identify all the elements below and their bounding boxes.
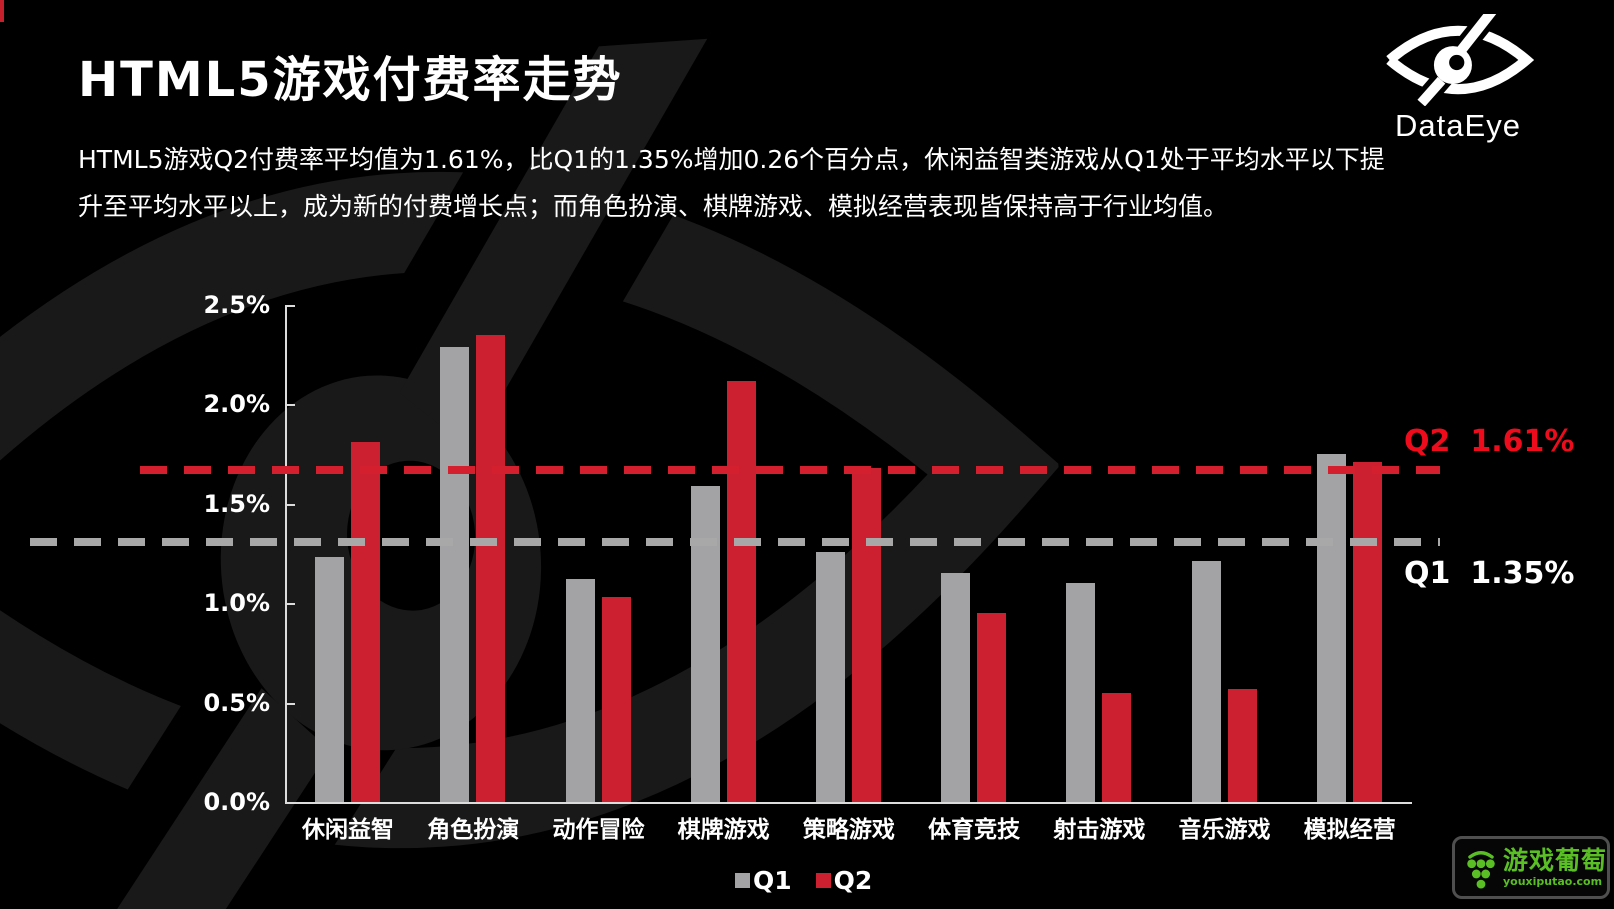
bar-q1-3 bbox=[690, 485, 720, 802]
avg-dash-line-q1 bbox=[30, 537, 1440, 546]
legend-label-q2: Q2 bbox=[833, 866, 873, 895]
y-tick bbox=[285, 503, 295, 506]
avg-dash-line-q2 bbox=[140, 466, 1440, 474]
bar-q2-8 bbox=[1352, 462, 1382, 802]
intro-line-2: 升至平均水平以上，成为新的付费增长点；而角色扮演、棋牌游戏、模拟经营表现皆保持高… bbox=[78, 192, 1229, 221]
bar-q2-4 bbox=[852, 468, 881, 802]
bar-q1-4 bbox=[816, 551, 845, 802]
x-category-label: 体育竞技 bbox=[928, 817, 1021, 843]
legend-item-q2: Q2 bbox=[815, 866, 873, 895]
bar-q1-7 bbox=[1191, 561, 1221, 802]
avg-series: Q1 bbox=[1404, 555, 1451, 591]
bar-q1-6 bbox=[1066, 583, 1096, 802]
y-tick-label: 0.0% bbox=[203, 788, 270, 816]
y-tick bbox=[285, 603, 295, 606]
bar-q1-8 bbox=[1316, 454, 1346, 802]
bar-q2-7 bbox=[1227, 688, 1257, 802]
bar-q2-2 bbox=[601, 597, 631, 802]
y-tick-label: 2.0% bbox=[203, 390, 270, 419]
dataeye-logo: DataEye bbox=[1368, 14, 1548, 144]
x-category-label: 射击游戏 bbox=[1053, 817, 1146, 843]
bar-q2-5 bbox=[977, 613, 1007, 802]
x-category-label: 休闲益智 bbox=[302, 817, 394, 843]
bar-q2-0 bbox=[351, 442, 381, 802]
y-tick bbox=[285, 702, 295, 705]
y-tick-label: 1.0% bbox=[203, 589, 270, 618]
chart-legend: Q1 Q2 bbox=[735, 866, 872, 895]
x-category-label: 音乐游戏 bbox=[1178, 817, 1271, 843]
y-tick bbox=[285, 305, 295, 307]
avg-value: 1.35% bbox=[1470, 555, 1575, 591]
y-tick-label: 1.5% bbox=[203, 489, 270, 518]
x-category-label: 棋牌游戏 bbox=[677, 817, 770, 843]
x-category-label: 动作冒险 bbox=[552, 817, 645, 843]
bar-q2-1 bbox=[476, 334, 506, 802]
avg-series: Q2 bbox=[1404, 424, 1451, 459]
bar-q1-1 bbox=[440, 346, 470, 802]
intro-line-1: HTML5游戏Q2付费率平均值为1.61%，比Q1的1.35%增加0.26个百分… bbox=[78, 145, 1385, 174]
dataeye-eye-icon bbox=[1386, 14, 1534, 106]
youxiputao-logo: 游戏葡萄 youxiputao.com bbox=[1452, 836, 1610, 899]
bar-q1-2 bbox=[565, 579, 595, 802]
bar-q1-0 bbox=[315, 557, 345, 802]
avg-line-label-q1: Q1 1.35% bbox=[1404, 556, 1574, 591]
x-category-label: 模拟经营 bbox=[1303, 817, 1396, 843]
avg-value: 1.61% bbox=[1470, 424, 1575, 459]
x-axis-line bbox=[285, 802, 1412, 804]
intro-paragraph: HTML5游戏Q2付费率平均值为1.61%，比Q1的1.35%增加0.26个百分… bbox=[78, 136, 1498, 230]
left-edge-red-mark bbox=[0, 0, 4, 22]
y-tick bbox=[285, 404, 295, 407]
legend-label-q1: Q1 bbox=[753, 866, 792, 895]
x-category-label: 角色扮演 bbox=[427, 817, 520, 843]
bar-q1-5 bbox=[941, 573, 971, 802]
legend-item-q1: Q1 bbox=[735, 866, 792, 895]
bar-q2-3 bbox=[726, 380, 756, 802]
y-tick bbox=[285, 802, 295, 804]
dataeye-wordmark: DataEye bbox=[1395, 108, 1521, 143]
x-category-label: 策略游戏 bbox=[802, 817, 895, 843]
y-tick-label: 2.5% bbox=[203, 291, 270, 319]
y-axis-line bbox=[285, 305, 287, 804]
youxiputao-name: 游戏葡萄 bbox=[1502, 846, 1607, 875]
page-title: HTML5游戏付费率走势 bbox=[78, 52, 623, 108]
grape-icon bbox=[1467, 850, 1495, 889]
legend-swatch-q2 bbox=[815, 873, 831, 888]
avg-line-label-q2: Q2 1.61% bbox=[1404, 424, 1574, 459]
youxiputao-domain: youxiputao.com bbox=[1502, 875, 1603, 888]
bar-q2-6 bbox=[1102, 692, 1132, 802]
y-tick-label: 0.5% bbox=[203, 688, 270, 717]
legend-swatch-q1 bbox=[735, 873, 750, 888]
